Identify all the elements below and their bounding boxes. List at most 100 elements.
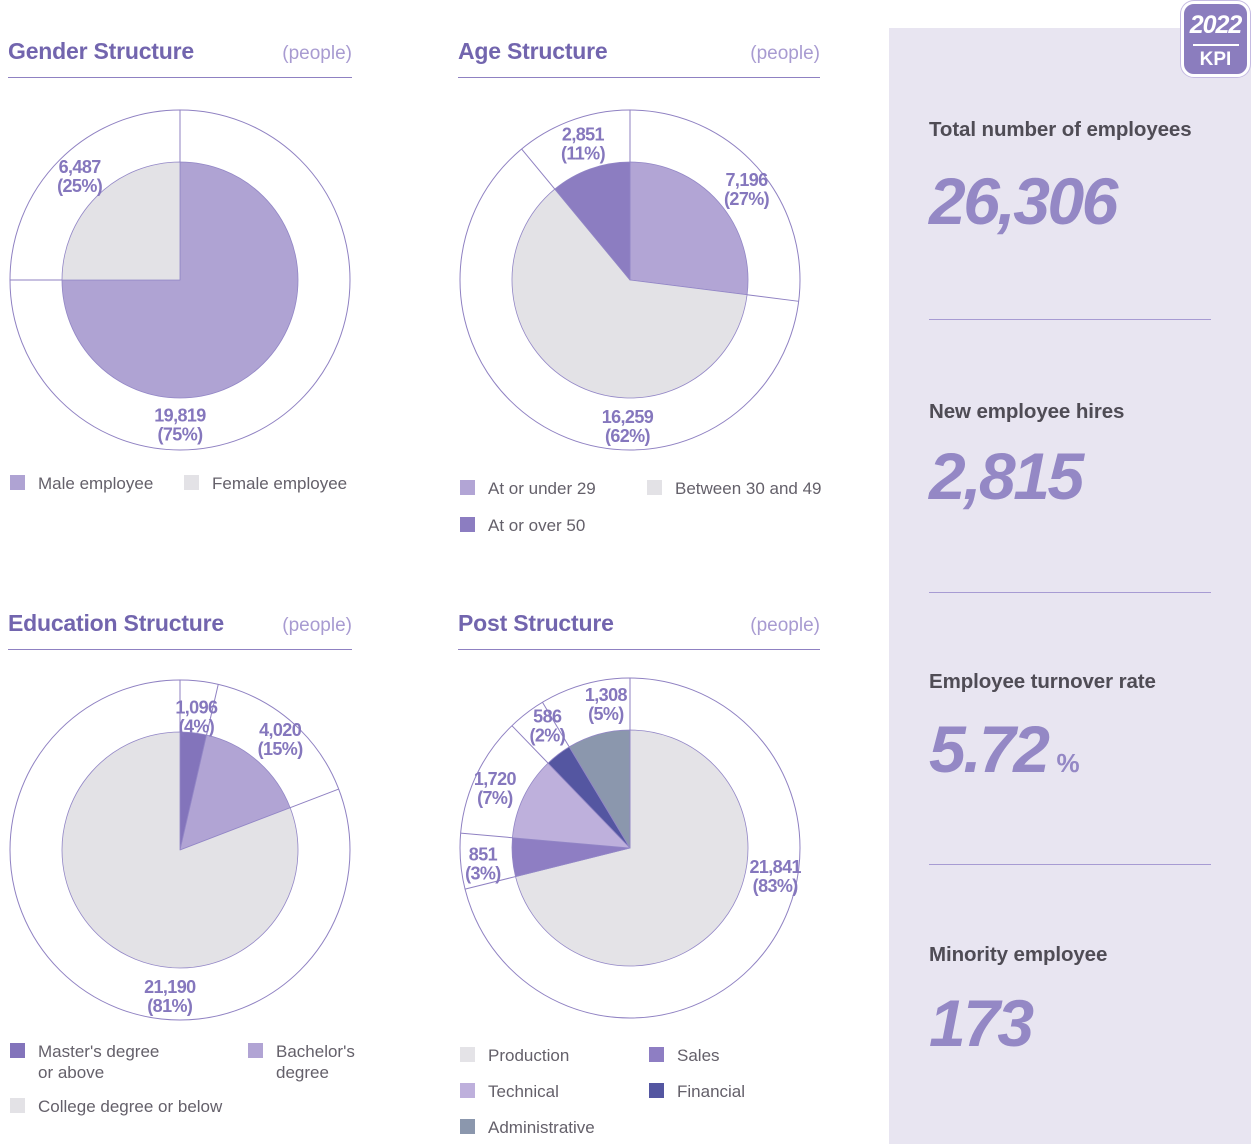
- legend-swatch: [460, 1083, 475, 1098]
- gender-structure-legend: Male employee Female employee: [8, 473, 347, 494]
- slice-label: 6,487 (25%): [57, 157, 103, 196]
- legend-swatch: [10, 475, 25, 490]
- chart-title: Education Structure: [8, 610, 225, 636]
- legend-item-production: Production: [458, 1045, 647, 1066]
- legend-item-sales: Sales: [647, 1045, 745, 1066]
- chart-title: Post Structure: [458, 610, 614, 636]
- kpi-divider: [929, 592, 1211, 593]
- legend-label: College degree or below: [38, 1097, 223, 1116]
- chart-unit: (people): [750, 43, 820, 64]
- pie-svg: 19,819 (75%) 6,487 (25%): [9, 109, 351, 451]
- ring-divider: [521, 148, 556, 190]
- slice-label: 1,308 (5%): [585, 685, 628, 724]
- ring-divider: [464, 876, 516, 890]
- pie-slice-at-or-under-29: [629, 161, 749, 296]
- gender-structure-pie: 19,819 (75%) 6,487 (25%): [0, 100, 360, 465]
- legend-item-administrative: Administrative: [458, 1117, 647, 1138]
- ring-divider: [206, 684, 219, 736]
- legend-swatch: [460, 1119, 475, 1134]
- legend-item-technical: Technical: [458, 1081, 647, 1102]
- legend-swatch: [649, 1047, 664, 1062]
- legend-label: Female employee: [212, 474, 348, 493]
- legend-item-master-s-degree-or-above: Master's degree or above: [8, 1041, 246, 1083]
- kpi-label-minority-employee: Minority employee: [929, 943, 1108, 966]
- pie-slice-female-employee: [61, 161, 181, 281]
- ring-divider: [289, 788, 339, 809]
- kpi-label-new-hires: New employee hires: [929, 400, 1125, 423]
- pie-slice-production: [515, 729, 749, 967]
- slice-label: 586 (2%): [529, 706, 565, 745]
- legend-swatch: [649, 1083, 664, 1098]
- age-structure-header: Age Structure (people): [458, 38, 820, 78]
- pie-slice-technical: [512, 762, 631, 849]
- legend-swatch: [10, 1043, 25, 1058]
- gender-structure-header: Gender Structure (people): [8, 38, 352, 78]
- slice-label: 1,720 (7%): [474, 769, 517, 808]
- kpi-label-total-employees: Total number of employees: [929, 118, 1192, 141]
- legend-swatch: [647, 480, 662, 495]
- education-structure-pie: 1,096 (4%) 4,020 (15%) 21,190 (81%): [0, 670, 360, 1035]
- kpi-label-turnover-rate: Employee turnover rate: [929, 670, 1156, 693]
- badge-divider: [1192, 44, 1239, 46]
- pie-slice-college-degree-or-below: [61, 731, 299, 969]
- legend-item-male-employee: Male employee: [8, 473, 182, 494]
- legend-swatch: [460, 517, 475, 532]
- pie-svg: 1,096 (4%) 4,020 (15%) 21,190 (81%): [9, 679, 351, 1021]
- slice-label: 7,196 (27%): [724, 170, 770, 209]
- kpi-value-new-hires: 2,815: [929, 439, 1084, 513]
- kpi-value-turnover-rate: 5.72 %: [929, 712, 1080, 786]
- age-structure-legend: At or under 29 Between 30 and 49 At or ove…: [458, 478, 822, 536]
- post-structure-legend: Production Sales Technical Financial Adminis…: [458, 1045, 745, 1138]
- education-structure-header: Education Structure (people): [8, 610, 352, 650]
- chart-unit: (people): [282, 43, 352, 64]
- legend-label: Technical: [488, 1082, 559, 1101]
- pie-slice-bachelor-s-degree: [179, 734, 291, 851]
- slice-label: 1,096 (4%): [175, 698, 218, 737]
- pie-slice-at-or-over-50: [554, 161, 631, 281]
- chart-unit: (people): [750, 615, 820, 636]
- chart-title: Gender Structure: [8, 38, 194, 64]
- pie-slice-administrative: [568, 729, 631, 849]
- ring-divider: [460, 832, 513, 839]
- ring-divider: [542, 702, 570, 748]
- legend-label: Bachelor's degree: [276, 1042, 355, 1082]
- kpi-year-badge: 2022 KPI: [1181, 1, 1250, 77]
- legend-item-between-30-and-49: Between 30 and 49: [645, 478, 822, 499]
- legend-item-at-or-under-29: At or under 29: [458, 478, 645, 499]
- kpi-divider: [929, 864, 1211, 865]
- legend-label: At or under 29: [488, 479, 596, 498]
- legend-item-female-employee: Female employee: [182, 473, 347, 494]
- legend-swatch: [460, 1047, 475, 1062]
- pie-slice-between-30-and-49: [511, 188, 748, 399]
- chart-title: Age Structure: [458, 38, 608, 64]
- pie-svg: 7,196 (27%) 16,259 (62%) 2,851 (11%): [459, 109, 801, 451]
- legend-label: Sales: [677, 1046, 720, 1065]
- legend-label: Male employee: [38, 474, 154, 493]
- post-structure-pie: 21,841 (83%) 851 (3%) 1,720 (7%) 586 (2%) 1,308(…: [450, 668, 810, 1033]
- legend-item-at-or-over-50: At or over 50: [458, 515, 645, 536]
- ring-divider: [511, 725, 549, 764]
- pie-slice-male-employee: [61, 161, 299, 399]
- legend-item-college-degree-or-below: College degree or below: [8, 1096, 246, 1117]
- slice-label: 21,190 (81%): [144, 977, 196, 1016]
- slice-label: 21,841 (83%): [749, 857, 801, 896]
- legend-swatch: [248, 1043, 263, 1058]
- legend-label: Administrative: [488, 1118, 595, 1137]
- slice-label: 4,020 (15%): [258, 720, 304, 759]
- badge-year: 2022: [1189, 11, 1243, 39]
- chart-unit: (people): [282, 615, 352, 636]
- ring-divider: [747, 294, 799, 302]
- legend-label: At or over 50: [488, 516, 586, 535]
- kpi-value-total-employees: 26,306: [929, 164, 1118, 238]
- legend-label: Master's degree or above: [38, 1042, 160, 1082]
- kpi-value-minority-employee: 173: [929, 986, 1034, 1060]
- kpi-panel: Total number of employees 26,306 New emp…: [889, 28, 1251, 1144]
- pie-svg: 21,841 (83%) 851 (3%) 1,720 (7%) 586 (2%) 1,308(…: [459, 677, 802, 1019]
- slice-label: 19,819 (75%): [154, 406, 206, 445]
- legend-item-financial: Financial: [647, 1081, 745, 1102]
- badge-label: KPI: [1199, 49, 1232, 70]
- legend-label: Between 30 and 49: [675, 479, 822, 498]
- legend-label: Financial: [677, 1082, 746, 1101]
- post-structure-header: Post Structure (people): [458, 610, 820, 650]
- slice-label: 16,259 (62%): [602, 407, 654, 446]
